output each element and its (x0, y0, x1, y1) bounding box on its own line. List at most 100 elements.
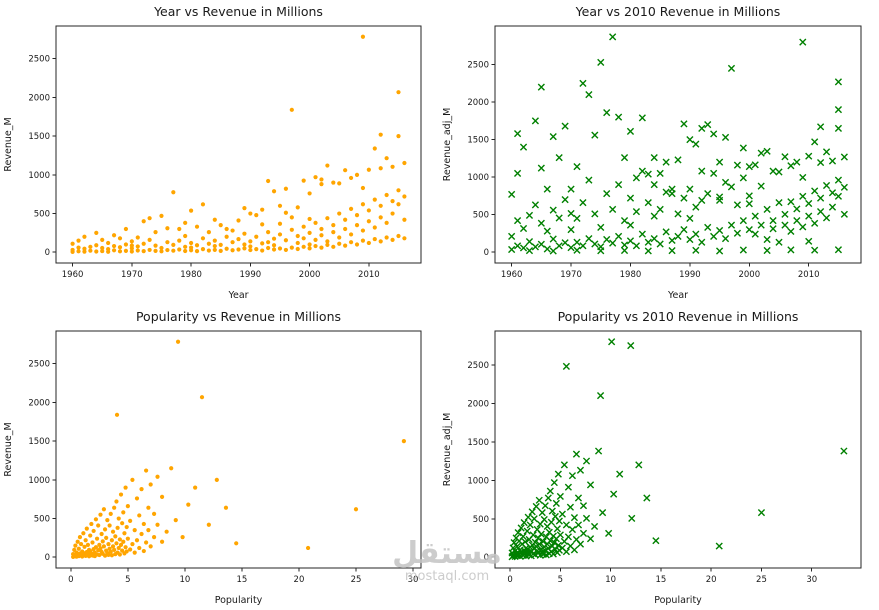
data-point (110, 529, 116, 534)
data-point (106, 541, 111, 547)
data-point (763, 147, 771, 155)
chart-title: Popularity vs 2010 Revenue in Millions (558, 309, 799, 324)
data-point (115, 525, 120, 530)
data-point (579, 502, 588, 510)
data-point (799, 223, 807, 231)
data-point (574, 521, 583, 529)
data-point (139, 531, 144, 537)
data-point (603, 109, 611, 117)
data-point (77, 535, 83, 540)
data-point (757, 509, 766, 517)
data-point (266, 178, 271, 184)
data-point (199, 395, 205, 400)
data-point (100, 237, 105, 242)
x-tick-label: 1980 (620, 270, 642, 280)
data-point (805, 212, 813, 220)
data-point (572, 450, 581, 458)
data-point (120, 521, 125, 526)
data-point (674, 210, 682, 218)
data-point (787, 162, 795, 170)
data-point (616, 470, 624, 478)
data-point (787, 227, 795, 236)
x-axis-label: Year (667, 290, 688, 301)
data-point (94, 536, 100, 541)
data-point (135, 248, 140, 253)
data-point (319, 182, 324, 187)
data-point (206, 522, 211, 527)
data-point (372, 225, 377, 230)
data-point (372, 197, 377, 202)
data-point (159, 539, 165, 544)
data-point (91, 528, 96, 534)
data-point (139, 487, 144, 492)
data-point (632, 208, 641, 216)
data-point (153, 243, 158, 248)
data-point (582, 514, 591, 522)
data-point (538, 509, 546, 517)
data-point (567, 226, 575, 234)
x-tick-label: 2010 (798, 270, 820, 280)
data-point (313, 175, 318, 180)
data-point (710, 169, 718, 177)
data-point (151, 511, 157, 516)
data-point (822, 214, 831, 222)
data-point (556, 531, 564, 539)
data-point (739, 217, 747, 225)
data-point (757, 221, 765, 229)
data-point (751, 161, 759, 169)
data-point (573, 214, 581, 222)
data-point (289, 245, 294, 250)
data-point (200, 247, 206, 252)
data-point (114, 541, 119, 546)
data-point (751, 212, 759, 220)
data-point (366, 219, 371, 224)
data-point (134, 496, 140, 501)
data-point (715, 193, 724, 201)
y-tick-label: 500 (34, 210, 50, 220)
data-point (94, 230, 99, 235)
data-point (114, 499, 119, 504)
data-point (727, 183, 736, 191)
data-point (141, 249, 146, 254)
data-point (537, 240, 545, 248)
data-point (539, 537, 547, 546)
data-point (822, 181, 831, 190)
data-point (586, 535, 595, 543)
data-point (85, 542, 91, 547)
data-point (148, 482, 153, 487)
data-point (686, 136, 694, 144)
data-point (125, 536, 130, 541)
data-point (372, 236, 377, 242)
data-point (402, 236, 407, 241)
data-point (745, 192, 753, 200)
data-point (271, 236, 277, 241)
data-point (757, 182, 765, 190)
data-point (521, 538, 529, 546)
x-tick-label: 1990 (240, 270, 262, 280)
data-point (513, 242, 522, 250)
data-point (614, 232, 623, 240)
data-point (656, 205, 664, 213)
data-point (508, 190, 516, 198)
data-point (698, 124, 706, 132)
data-point (573, 238, 581, 246)
y-axis-label: Revenue_M (3, 422, 14, 476)
x-tick-label: 20 (294, 575, 305, 585)
x-tick-label: 1960 (62, 270, 84, 280)
data-point (704, 223, 712, 231)
data-point (236, 247, 241, 252)
data-point (598, 509, 607, 517)
data-point (561, 196, 569, 204)
data-point (76, 238, 81, 243)
data-point (76, 546, 81, 551)
data-point (108, 511, 113, 516)
data-point (817, 123, 825, 131)
data-point (125, 504, 130, 509)
data-point (144, 540, 149, 545)
data-point (88, 248, 93, 253)
data-point (354, 223, 360, 228)
data-point (537, 164, 545, 172)
data-point (576, 466, 585, 474)
data-point (638, 114, 646, 122)
